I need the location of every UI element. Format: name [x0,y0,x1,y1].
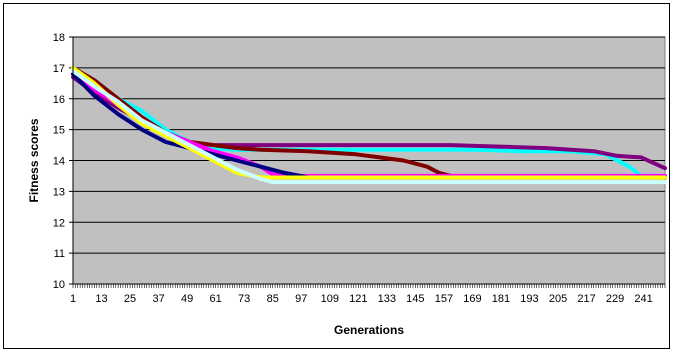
x-tick-label: 169 [463,293,481,305]
x-tick-label: 181 [492,293,510,305]
x-tick-label: 121 [349,293,367,305]
x-tick-label: 205 [549,293,567,305]
x-tick-label: 193 [520,293,538,305]
x-tick-label: 13 [95,293,107,305]
y-tick-label: 14 [53,156,65,168]
x-tick-label: 109 [321,293,339,305]
series-line-3 [71,65,667,180]
x-tick-label: 145 [406,293,424,305]
x-tick-label: 85 [267,293,279,305]
x-tick-labels: 1 13 25 37 49 61 73 85 97 109 121 133 145 157 169 181 19… [70,293,653,305]
x-tick-label: 241 [634,293,652,305]
gridlines [69,36,665,285]
y-tick-label: 17 [53,63,65,75]
x-tick-label: 25 [124,293,136,305]
y-tick-label: 18 [53,32,65,44]
y-tick-label: 15 [53,125,65,137]
x-tick-label: 157 [435,293,453,305]
x-tick-label: 229 [606,293,624,305]
y-tick-label: 12 [53,217,65,229]
y-axis-title: Fitness scores [27,118,41,202]
x-tick-label: 37 [152,293,164,305]
x-tick-label: 73 [238,293,250,305]
x-tick-label: 97 [295,293,307,305]
x-tick-label: 217 [577,293,595,305]
x-axis-title: Generations [334,323,404,337]
axes [72,37,666,288]
y-tick-label: 11 [54,248,65,260]
x-tick-label: 133 [378,293,396,305]
y-tick-label: 16 [53,94,65,106]
y-tick-label: 10 [53,279,65,291]
series-line-7 [71,69,667,185]
x-tick-label: 1 [70,293,76,305]
series-layer [71,65,667,185]
y-tick-labels: 10 11 12 13 14 15 16 17 18 [53,32,65,291]
x-tick-label: 61 [210,293,222,305]
y-tick-label: 13 [53,186,65,198]
x-tick-label: 49 [181,293,193,305]
